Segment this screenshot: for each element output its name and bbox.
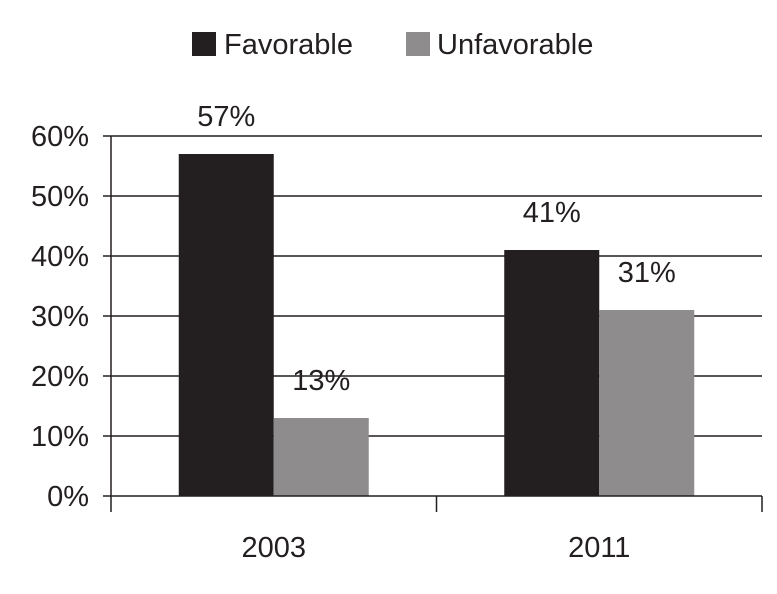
bar-unfavorable-2011: [599, 310, 695, 496]
bars: [178, 154, 695, 496]
data-label: 13%: [292, 365, 350, 397]
legend-swatch-unfavorable: [406, 32, 430, 56]
y-tick-label: 20%: [31, 361, 89, 393]
bar-unfavorable-2003: [273, 418, 369, 496]
category-labels: 2003 2011: [241, 532, 630, 564]
y-tick-label: 30%: [31, 301, 89, 333]
legend-swatch-favorable: [192, 32, 216, 56]
data-labels: 57% 13% 41% 31%: [197, 101, 676, 397]
legend: Favorable Unfavorable: [192, 29, 593, 61]
y-axis-ticks: 0% 10% 20% 30% 40% 50% 60%: [31, 121, 111, 513]
bar-favorable-2003: [178, 154, 274, 496]
data-label: 57%: [197, 101, 255, 133]
bar-favorable-2011: [504, 250, 600, 496]
legend-label-favorable: Favorable: [224, 29, 353, 61]
y-tick-label: 60%: [31, 121, 89, 153]
y-tick-label: 40%: [31, 241, 89, 273]
x-category-label: 2011: [568, 532, 630, 564]
x-category-label: 2003: [241, 532, 306, 564]
data-label: 31%: [618, 257, 676, 289]
data-label: 41%: [523, 197, 581, 229]
y-tick-label: 10%: [31, 421, 89, 453]
legend-label-unfavorable: Unfavorable: [437, 29, 593, 61]
y-tick-label: 50%: [31, 181, 89, 213]
y-tick-label: 0%: [47, 481, 89, 513]
axes: [110, 136, 763, 512]
